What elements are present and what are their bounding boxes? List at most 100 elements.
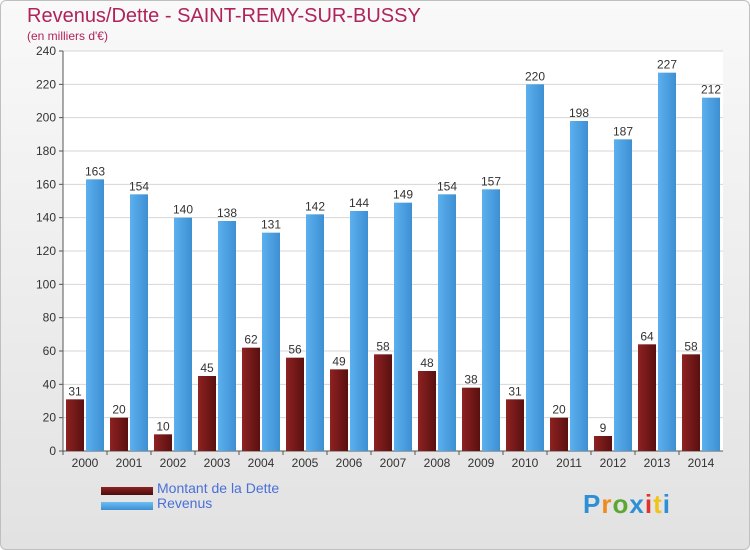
bar-revenus xyxy=(130,194,148,452)
legend-label-revenus: Revenus xyxy=(157,495,213,511)
data-label-revenus: 142 xyxy=(305,199,325,213)
logo-letter: i xyxy=(662,489,671,519)
x-tick-label: 2013 xyxy=(644,456,671,470)
y-tick-label: 180 xyxy=(36,144,56,158)
data-label-dette: 62 xyxy=(244,333,258,347)
bar-dette xyxy=(594,436,612,451)
bar-dette xyxy=(198,376,216,451)
bar-dette xyxy=(638,344,656,451)
data-label-revenus: 163 xyxy=(85,164,105,178)
data-label-revenus: 138 xyxy=(217,206,237,220)
data-label-revenus: 149 xyxy=(393,188,413,202)
bar-revenus xyxy=(350,211,368,451)
x-tick-label: 2006 xyxy=(336,456,363,470)
x-tick-label: 2008 xyxy=(424,456,451,470)
y-tick-label: 20 xyxy=(43,411,57,425)
bar-revenus xyxy=(482,189,500,452)
chart-title: Revenus/Dette - SAINT-REMY-SUR-BUSSY xyxy=(27,5,421,27)
bar-dette xyxy=(286,357,304,451)
bar-revenus xyxy=(702,97,720,452)
logo-letter: o xyxy=(612,489,630,519)
data-label-dette: 31 xyxy=(508,384,522,398)
y-tick-label: 220 xyxy=(36,77,56,91)
data-label-dette: 58 xyxy=(376,339,390,353)
bar-dette xyxy=(374,354,392,451)
bar-dette xyxy=(66,399,84,451)
data-label-dette: 38 xyxy=(464,373,478,387)
bar-dette xyxy=(242,347,260,451)
x-tick-label: 2001 xyxy=(116,456,143,470)
bar-revenus xyxy=(86,179,104,452)
logo-letter: r xyxy=(601,489,613,519)
x-tick-label: 2014 xyxy=(688,456,715,470)
data-label-revenus: 198 xyxy=(569,106,589,120)
data-label-revenus: 157 xyxy=(481,174,501,188)
y-tick-label: 140 xyxy=(36,211,56,225)
bar-revenus xyxy=(306,214,324,451)
x-tick-label: 2003 xyxy=(204,456,231,470)
x-tick-label: 2010 xyxy=(512,456,539,470)
y-tick-label: 100 xyxy=(36,277,56,291)
x-tick-label: 2012 xyxy=(600,456,627,470)
y-tick-label: 120 xyxy=(36,244,56,258)
chart-subtitle: (en milliers d'€) xyxy=(27,29,108,43)
bar-dette xyxy=(110,417,128,451)
bar-revenus xyxy=(570,121,588,451)
y-tick-label: 40 xyxy=(43,377,57,391)
data-label-dette: 10 xyxy=(156,419,170,433)
data-label-revenus: 227 xyxy=(657,58,677,72)
data-label-dette: 56 xyxy=(288,343,302,357)
bar-dette xyxy=(418,371,436,451)
y-tick-label: 80 xyxy=(43,311,57,325)
bar-revenus xyxy=(174,217,192,451)
bar-revenus xyxy=(526,84,544,451)
proxiti-logo: Proxiti xyxy=(583,489,671,520)
data-label-dette: 20 xyxy=(112,403,126,417)
bar-revenus xyxy=(658,72,676,452)
legend-swatch-revenus xyxy=(101,502,153,510)
bar-revenus xyxy=(218,221,236,451)
x-tick-label: 2009 xyxy=(468,456,495,470)
bar-revenus xyxy=(438,194,456,452)
logo-letter: i xyxy=(644,489,654,519)
bar-dette xyxy=(682,354,700,451)
legend-swatch-dette xyxy=(101,487,153,495)
x-tick-label: 2007 xyxy=(380,456,407,470)
y-tick-label: 160 xyxy=(36,177,56,191)
y-tick-label: 60 xyxy=(43,344,57,358)
bar-revenus xyxy=(262,232,280,451)
data-label-dette: 49 xyxy=(332,354,346,368)
data-label-revenus: 140 xyxy=(173,203,193,217)
data-label-revenus: 187 xyxy=(613,124,633,138)
legend-label-dette: Montant de la Dette xyxy=(157,480,280,496)
x-tick-label: 2000 xyxy=(72,456,99,470)
data-label-dette: 31 xyxy=(68,384,82,398)
x-tick-label: 2011 xyxy=(556,456,582,470)
x-tick-label: 2004 xyxy=(248,456,275,470)
data-label-dette: 20 xyxy=(552,403,566,417)
data-label-revenus: 154 xyxy=(129,179,149,193)
bar-dette xyxy=(330,369,348,451)
logo-letter: x xyxy=(629,489,645,519)
x-tick-label: 2002 xyxy=(160,456,187,470)
x-tick-label: 2005 xyxy=(292,456,319,470)
data-label-dette: 58 xyxy=(684,339,698,353)
bar-dette xyxy=(154,434,172,451)
y-tick-label: 0 xyxy=(49,444,56,458)
data-label-dette: 48 xyxy=(420,356,434,370)
data-label-dette: 9 xyxy=(600,421,607,435)
data-label-dette: 64 xyxy=(640,329,654,343)
data-label-revenus: 212 xyxy=(701,83,721,97)
bar-dette xyxy=(506,399,524,451)
bar-revenus xyxy=(394,202,412,451)
data-label-revenus: 154 xyxy=(437,179,457,193)
data-label-revenus: 144 xyxy=(349,196,369,210)
data-label-revenus: 220 xyxy=(525,69,545,83)
logo-letter: P xyxy=(583,489,602,519)
bar-dette xyxy=(462,387,480,451)
data-label-revenus: 131 xyxy=(261,218,281,232)
y-tick-label: 200 xyxy=(36,111,56,125)
y-tick-label: 240 xyxy=(36,44,56,58)
